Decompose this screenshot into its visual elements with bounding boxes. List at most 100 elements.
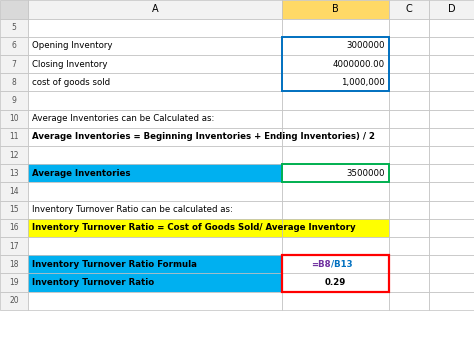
Bar xyxy=(0,19,28,37)
Text: Opening Inventory: Opening Inventory xyxy=(32,41,113,50)
Bar xyxy=(429,182,474,201)
Bar xyxy=(0,292,28,310)
Text: 6: 6 xyxy=(12,41,17,50)
Bar xyxy=(429,201,474,219)
Bar xyxy=(282,182,389,201)
Text: 1,000,000: 1,000,000 xyxy=(341,78,385,87)
Bar xyxy=(0,0,28,19)
Bar xyxy=(389,91,429,110)
Bar xyxy=(429,146,474,164)
Text: Inventory Turnover Ratio: Inventory Turnover Ratio xyxy=(32,278,155,287)
Text: 19: 19 xyxy=(9,278,19,287)
Bar xyxy=(429,128,474,146)
Text: Average Inventories: Average Inventories xyxy=(32,169,131,178)
Bar xyxy=(28,292,282,310)
Bar xyxy=(389,55,429,73)
Bar xyxy=(282,164,389,182)
Bar xyxy=(282,55,389,73)
Bar xyxy=(28,91,282,110)
Bar xyxy=(429,19,474,37)
Bar xyxy=(389,219,429,237)
Bar xyxy=(429,91,474,110)
Text: 15: 15 xyxy=(9,205,19,214)
Text: Average Inventories = Beginning Inventories + Ending Inventories) / 2: Average Inventories = Beginning Inventor… xyxy=(32,132,375,141)
Bar xyxy=(28,110,282,128)
Text: 10: 10 xyxy=(9,114,19,123)
Text: 5: 5 xyxy=(12,23,17,32)
Bar xyxy=(282,37,389,91)
Bar xyxy=(0,146,28,164)
Bar xyxy=(0,164,28,182)
Text: 3000000: 3000000 xyxy=(346,41,385,50)
Bar xyxy=(282,19,389,37)
Bar xyxy=(282,146,389,164)
Bar xyxy=(28,164,282,182)
Bar xyxy=(28,0,282,19)
Text: 17: 17 xyxy=(9,242,19,250)
Bar xyxy=(389,110,429,128)
Text: 13: 13 xyxy=(9,169,19,178)
Bar xyxy=(0,37,28,55)
Bar xyxy=(282,201,389,219)
Text: =B8: =B8 xyxy=(311,260,331,269)
Bar xyxy=(429,219,474,237)
Bar xyxy=(282,273,389,292)
Bar xyxy=(0,110,28,128)
Bar xyxy=(282,219,389,237)
Bar xyxy=(389,164,429,182)
Bar xyxy=(429,110,474,128)
Bar xyxy=(282,128,389,146)
Bar xyxy=(28,73,282,91)
Bar xyxy=(0,237,28,255)
Bar xyxy=(0,273,28,292)
Text: 4000000.00: 4000000.00 xyxy=(333,60,385,68)
Bar xyxy=(0,219,28,237)
Bar xyxy=(28,237,282,255)
Text: D: D xyxy=(447,4,456,14)
Bar xyxy=(282,110,389,128)
Text: Inventory Turnover Ratio can be calculated as:: Inventory Turnover Ratio can be calculat… xyxy=(32,205,233,214)
Bar xyxy=(389,182,429,201)
Text: cost of goods sold: cost of goods sold xyxy=(32,78,110,87)
Text: 12: 12 xyxy=(9,151,19,159)
Bar xyxy=(0,201,28,219)
Text: 20: 20 xyxy=(9,296,19,305)
Bar xyxy=(28,146,282,164)
Bar xyxy=(429,237,474,255)
Bar xyxy=(389,37,429,55)
Bar xyxy=(282,255,389,292)
Bar xyxy=(0,128,28,146)
Bar xyxy=(282,164,389,182)
Text: Closing Inventory: Closing Inventory xyxy=(32,60,108,68)
Bar xyxy=(389,292,429,310)
Bar xyxy=(28,128,282,146)
Bar xyxy=(429,37,474,55)
Bar xyxy=(282,255,389,273)
Bar xyxy=(429,255,474,273)
Bar xyxy=(282,292,389,310)
Bar xyxy=(282,73,389,91)
Bar xyxy=(282,37,389,55)
Bar xyxy=(28,19,282,37)
Bar xyxy=(0,182,28,201)
Bar xyxy=(429,164,474,182)
Text: 11: 11 xyxy=(9,132,19,141)
Text: 14: 14 xyxy=(9,187,19,196)
Bar xyxy=(389,19,429,37)
Bar xyxy=(429,273,474,292)
Bar xyxy=(429,73,474,91)
Bar xyxy=(429,0,474,19)
Bar xyxy=(389,237,429,255)
Text: 7: 7 xyxy=(12,60,17,68)
Bar xyxy=(28,55,282,73)
Bar xyxy=(0,255,28,273)
Bar xyxy=(0,73,28,91)
Bar xyxy=(389,255,429,273)
Bar xyxy=(389,128,429,146)
Bar xyxy=(28,37,282,55)
Bar xyxy=(0,91,28,110)
Text: 3500000: 3500000 xyxy=(346,169,385,178)
Text: C: C xyxy=(405,4,412,14)
Bar xyxy=(28,255,282,273)
Bar xyxy=(389,0,429,19)
